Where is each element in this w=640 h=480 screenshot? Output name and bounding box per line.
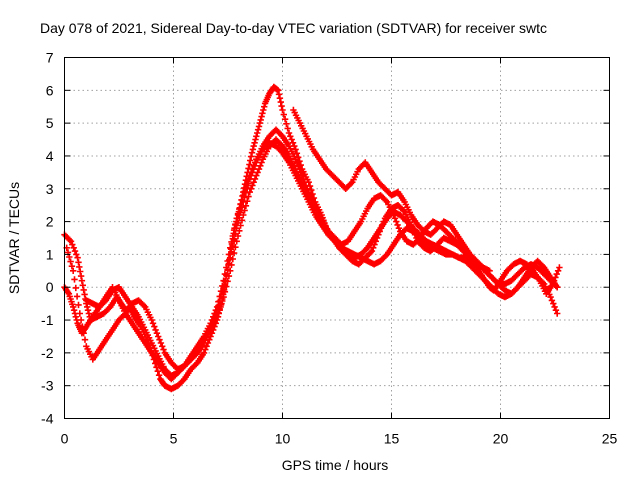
x-tick-label: 20: [493, 431, 509, 447]
x-tick-label: 5: [170, 431, 178, 447]
chart-title: Day 078 of 2021, Sidereal Day-to-day VTE…: [40, 20, 547, 36]
y-tick-label: 1: [46, 246, 54, 262]
x-axis-label: GPS time / hours: [282, 457, 389, 473]
axis-ticks: 0 5 10 15 20 25 -4 -3 -2 -1 0 1 2 3 4 5 6 7: [41, 50, 617, 447]
y-tick-label: 6: [46, 82, 54, 98]
series-track-5: [290, 106, 493, 274]
y-axis-label: SDTVAR / TECUs: [6, 182, 22, 294]
plus-markers: [290, 106, 493, 274]
series-track-2: [61, 126, 561, 383]
data-series: [61, 83, 563, 393]
x-tick-label: 15: [384, 431, 400, 447]
x-tick-label: 0: [61, 431, 69, 447]
y-tick-label: 2: [46, 214, 54, 230]
y-tick-label: -3: [41, 378, 54, 394]
series-track-1: [61, 83, 563, 393]
x-tick-label: 10: [275, 431, 291, 447]
plot-frame: [64, 57, 610, 419]
plus-markers: [61, 126, 561, 383]
plus-markers: [61, 83, 563, 393]
plus-markers: [83, 139, 561, 379]
y-tick-label: -1: [41, 312, 54, 328]
y-tick-label: 3: [46, 181, 54, 197]
x-tick-label: 25: [602, 431, 618, 447]
y-tick-label: 4: [46, 148, 54, 164]
y-tick-label: 7: [46, 50, 54, 66]
y-tick-label: -4: [41, 411, 54, 427]
y-tick-label: 5: [46, 115, 54, 131]
y-tick-label: -2: [41, 345, 54, 361]
y-tick-label: 0: [46, 279, 54, 295]
series-track-4: [83, 139, 561, 379]
